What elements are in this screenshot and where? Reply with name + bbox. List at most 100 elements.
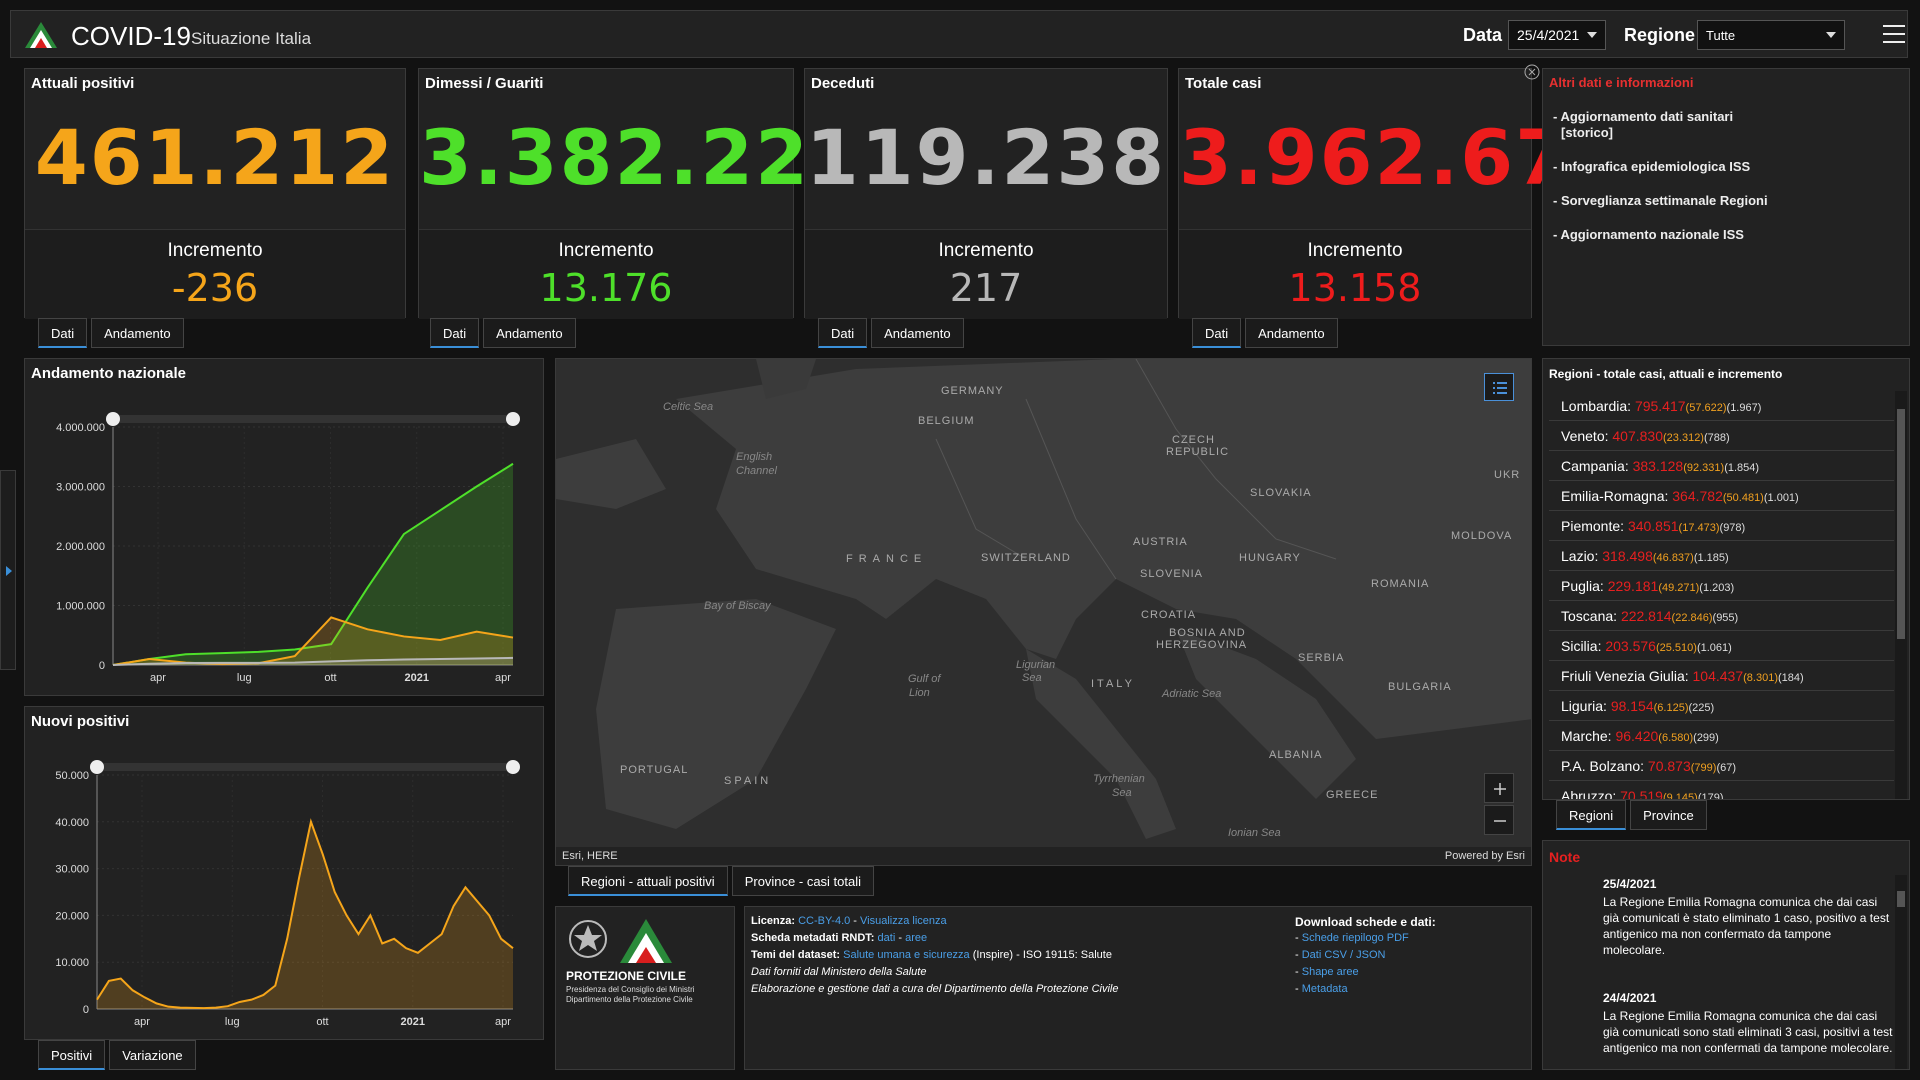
expand-icon[interactable] — [1524, 64, 1540, 80]
region-row[interactable]: Piemonte: 340.851(17.473)(978) — [1549, 511, 1894, 541]
zoom-in-button[interactable] — [1484, 773, 1514, 803]
tab-positivi[interactable]: Positivi — [38, 1040, 106, 1070]
download-pdf-link[interactable]: Schede riepilogo PDF — [1301, 932, 1409, 944]
region-row[interactable]: Campania: 383.128(92.331)(1.854) — [1549, 451, 1894, 481]
region-total: 70.519 — [1620, 788, 1663, 800]
x-tick-label: ott — [316, 1016, 328, 1028]
hamburger-menu-icon[interactable] — [1883, 25, 1905, 45]
card-title: Dimessi / Guariti — [425, 75, 544, 92]
x-tick-label: apr — [495, 672, 511, 684]
map-label: HERZEGOVINA — [1156, 639, 1248, 651]
link-storico[interactable]: [storico] — [1561, 125, 1613, 140]
region-row[interactable]: Marche: 96.420(6.580)(299) — [1549, 721, 1894, 751]
notes-scrollbar[interactable] — [1895, 875, 1907, 1069]
tab-dati[interactable]: Dati — [818, 318, 868, 348]
license-link[interactable]: CC-BY-4.0 — [798, 915, 851, 927]
download-shape-link[interactable]: Shape aree — [1301, 966, 1359, 978]
map-attribution-bar: Esri, HERE Powered by Esri — [556, 847, 1531, 865]
tab-province-casi-totali[interactable]: Province - casi totali — [731, 866, 875, 896]
themes-link[interactable]: Salute umana e sicurezza — [843, 949, 970, 961]
region-current: (22.846) — [1671, 612, 1713, 624]
card-tabs: Dati Andamento — [38, 318, 184, 348]
tab-dati[interactable]: Dati — [1192, 318, 1242, 348]
region-dropdown[interactable]: Tutte — [1697, 20, 1845, 50]
metadata-aree-link[interactable]: aree — [905, 932, 928, 944]
app-title: COVID-19 — [71, 21, 191, 51]
range-slider-handle[interactable] — [106, 412, 120, 426]
y-tick-label: 2.000.000 — [56, 541, 105, 553]
region-row[interactable]: Lombardia: 795.417(57.622)(1.967) — [1549, 391, 1894, 421]
tab-andamento[interactable]: Andamento — [483, 318, 576, 348]
map-label: BOSNIA AND — [1169, 627, 1246, 639]
region-row[interactable]: Lazio: 318.498(46.837)(1.185) — [1549, 541, 1894, 571]
pc-subtitle: Dipartimento della Protezione Civile — [566, 995, 693, 1004]
region-row[interactable]: Liguria: 98.154(6.125)(225) — [1549, 691, 1894, 721]
zoom-out-button[interactable] — [1484, 805, 1514, 835]
region-row[interactable]: Sicilia: 203.576(25.510)(1.061) — [1549, 631, 1894, 661]
card-value: 3.962.674 — [1179, 113, 1625, 202]
range-slider-track[interactable] — [97, 763, 513, 771]
tab-province[interactable]: Province — [1630, 800, 1707, 830]
region-current: (799) — [1690, 762, 1717, 774]
region-row[interactable]: Abruzzo: 70.519(9.145)(179) — [1549, 781, 1894, 800]
card-totale-casi: Totale casi 3.962.674 Incremento 13.158 — [1178, 68, 1625, 319]
region-row[interactable]: Emilia-Romagna: 364.782(50.481)(1.001) — [1549, 481, 1894, 511]
region-row[interactable]: Veneto: 407.830(23.312)(788) — [1549, 421, 1894, 451]
map-land — [556, 359, 1531, 865]
map-label: PORTUGAL — [620, 764, 689, 776]
link-aggiornamento-dati-sanitari[interactable]: - Aggiornamento dati sanitari — [1553, 109, 1734, 124]
region-increment: (1.001) — [1763, 492, 1799, 504]
region-row[interactable]: Puglia: 229.181(49.271)(1.203) — [1549, 571, 1894, 601]
legend-toggle-button[interactable] — [1484, 373, 1514, 401]
side-panel-toggle[interactable] — [0, 470, 16, 670]
download-item: - Schede riepilogo PDF — [1295, 932, 1409, 944]
y-tick-label: 4.000.000 — [56, 422, 105, 434]
map[interactable]: GERMANY BELGIUM CZECH REPUBLIC SLOVAKIA … — [555, 358, 1532, 866]
tab-regioni[interactable]: Regioni — [1556, 800, 1627, 830]
license-label: Licenza: — [751, 915, 796, 927]
tab-regioni-attuali-positivi[interactable]: Regioni - attuali positivi — [568, 866, 728, 896]
range-slider-handle[interactable] — [90, 760, 104, 774]
series-line[interactable] — [112, 462, 514, 666]
link-infografica-iss[interactable]: - Infografica epidemiologica ISS — [1553, 159, 1751, 174]
andamento-chart[interactable]: 4.000.000 3.000.000 2.000.000 1.000.000 0 apr… — [25, 359, 545, 697]
app-header: COVID-19 Situazione Italia Data 25/4/202… — [10, 10, 1908, 58]
region-name: Lazio: — [1561, 548, 1599, 564]
nuovi-positivi-chart[interactable]: 50.000 40.000 30.000 20.000 10.000 0 apr lug ott… — [25, 707, 545, 1041]
series-line[interactable] — [112, 616, 514, 666]
tab-dati[interactable]: Dati — [430, 318, 480, 348]
metadata-dati-link[interactable]: dati — [877, 932, 896, 944]
regions-title: Regioni - totale casi, attuali e increme… — [1549, 367, 1783, 381]
map-attribution-right: Powered by Esri — [1444, 850, 1525, 862]
region-row[interactable]: P.A. Bolzano: 70.873(799)(67) — [1549, 751, 1894, 781]
tab-dati[interactable]: Dati — [38, 318, 88, 348]
scrollbar-thumb[interactable] — [1897, 409, 1905, 639]
download-csv-link[interactable]: Dati CSV / JSON — [1301, 949, 1386, 961]
andamento-nazionale-panel: Andamento nazionale 4.000.000 3.000.000 2.… — [24, 358, 544, 696]
tab-andamento[interactable]: Andamento — [91, 318, 184, 348]
tab-variazione[interactable]: Variazione — [109, 1040, 196, 1070]
notes-panel: Note 25/4/2021 La Regione Emilia Romagna… — [1542, 840, 1910, 1070]
series-line[interactable] — [112, 656, 514, 666]
view-license-link[interactable]: Visualizza licenza — [860, 915, 947, 927]
region-current: (8.301) — [1743, 672, 1778, 684]
link-aggiornamento-nazionale-iss[interactable]: - Aggiornamento nazionale ISS — [1553, 227, 1744, 242]
series-line[interactable] — [96, 818, 514, 1010]
range-slider-track[interactable] — [113, 415, 513, 423]
link-sorveglianza-regioni[interactable]: - Sorveglianza settimanale Regioni — [1553, 193, 1768, 208]
increment-label: Incremento — [1307, 240, 1403, 261]
date-dropdown[interactable]: 25/4/2021 — [1508, 20, 1606, 50]
region-row[interactable]: Friuli Venezia Giulia: 104.437(8.301)(18… — [1549, 661, 1894, 691]
download-metadata-link[interactable]: Metadata — [1301, 983, 1348, 995]
range-slider-handle[interactable] — [506, 412, 520, 426]
region-total: 364.782 — [1672, 488, 1723, 504]
tab-andamento[interactable]: Andamento — [871, 318, 964, 348]
region-increment: (788) — [1703, 432, 1730, 444]
range-slider-handle[interactable] — [506, 760, 520, 774]
increment-label: Incremento — [167, 240, 263, 261]
download-title: Download schede e dati: — [1295, 915, 1436, 929]
tab-andamento[interactable]: Andamento — [1245, 318, 1338, 348]
scrollbar-thumb[interactable] — [1897, 891, 1905, 907]
regions-scrollbar[interactable] — [1895, 391, 1907, 799]
region-row[interactable]: Toscana: 222.814(22.846)(955) — [1549, 601, 1894, 631]
